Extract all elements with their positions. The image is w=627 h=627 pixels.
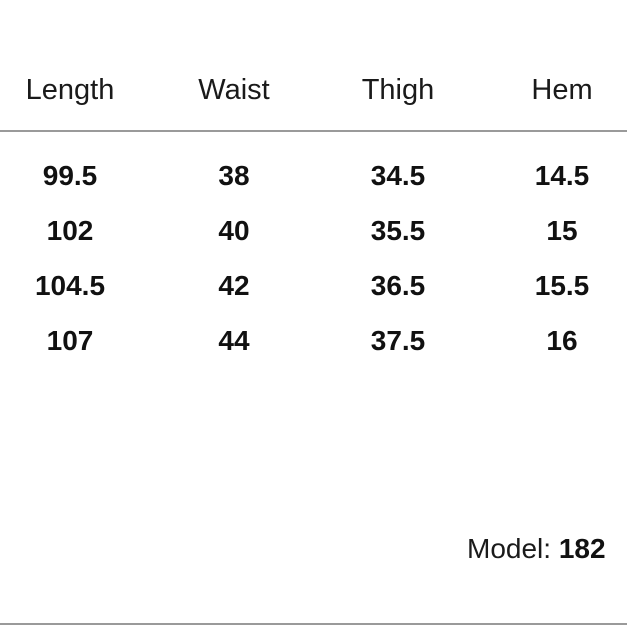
table-cell: 14.5	[534, 160, 590, 191]
header-divider	[0, 130, 627, 132]
table-cell: 37.5	[370, 325, 426, 356]
table-cell: 15.5	[534, 270, 590, 301]
table-cell: 38	[218, 160, 250, 191]
column-header-length: Length	[25, 74, 115, 106]
table-cell: 42	[218, 270, 250, 301]
table-cell: 40	[218, 215, 250, 246]
column-header-waist: Waist	[198, 74, 270, 106]
column-header-hem: Hem	[531, 74, 593, 106]
table-cell: 44	[218, 325, 250, 356]
table-cell: 36.5	[370, 270, 426, 301]
table-cell: 34.5	[370, 160, 426, 191]
model-label: Model:	[467, 533, 552, 564]
model-value: 182	[558, 533, 606, 564]
bottom-divider	[0, 623, 627, 625]
table-cell: 102	[46, 215, 94, 246]
column-header-thigh: Thigh	[361, 74, 435, 106]
table-cell: 35.5	[370, 215, 426, 246]
table-cell: 107	[46, 325, 94, 356]
table-cell: 104.5	[34, 270, 106, 301]
table-cell: 99.5	[42, 160, 98, 191]
model-info: Model: 182	[467, 533, 606, 565]
table-cell: 15	[546, 215, 578, 246]
table-cell: 16	[546, 325, 578, 356]
